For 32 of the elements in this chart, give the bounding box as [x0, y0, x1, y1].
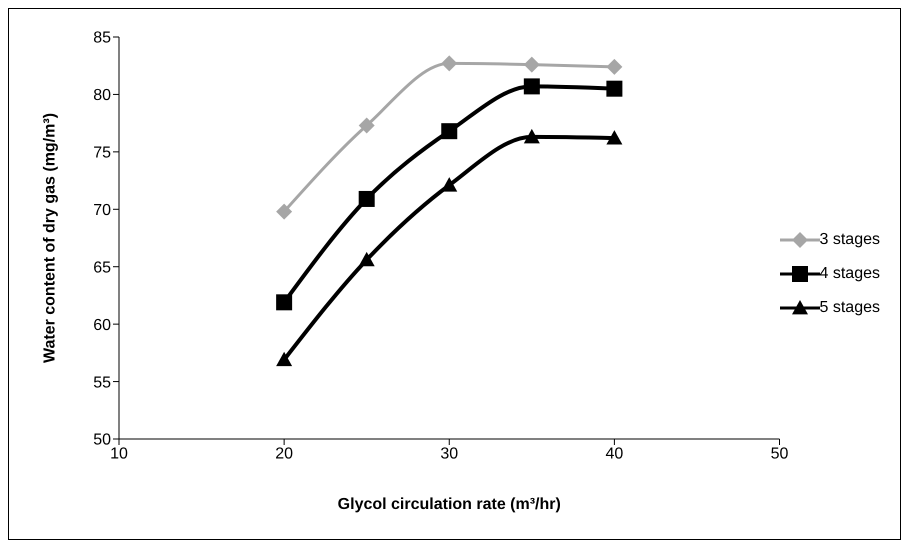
point [524, 56, 540, 73]
legend-label: 5 stages [820, 299, 880, 317]
y-tick-label: 55 [93, 374, 112, 392]
legend-label: 4 stages [820, 265, 880, 283]
point [276, 204, 292, 220]
y-tick-label: 65 [93, 259, 112, 276]
x-tick-label: 10 [110, 445, 128, 462]
point [276, 352, 292, 366]
point [441, 55, 458, 72]
x-tick-label: 50 [770, 445, 789, 462]
point [358, 190, 375, 207]
point [358, 252, 375, 266]
y-tick-label: 70 [93, 202, 112, 219]
point [441, 123, 458, 140]
point [524, 128, 540, 144]
x-tick-label: 30 [440, 445, 458, 462]
y-tick-label: 85 [93, 30, 112, 47]
y-tick-label: 50 [93, 432, 112, 449]
point [606, 58, 622, 75]
point [276, 294, 292, 310]
y-axis-title: Water content of dry gas (mg/m³) [42, 112, 59, 364]
point [358, 117, 375, 134]
y-tick-label: 80 [93, 87, 112, 104]
x-axis-title: Glycol circulation rate (m³/hr) [338, 496, 561, 513]
point [606, 130, 622, 144]
legend-label: 3 stages [820, 231, 880, 249]
x-tick-label: 20 [275, 445, 294, 462]
y-tick-label: 75 [93, 144, 112, 162]
point [606, 80, 622, 97]
point [524, 78, 540, 94]
x-tick-label: 40 [605, 445, 624, 462]
y-tick-label: 60 [93, 316, 112, 334]
